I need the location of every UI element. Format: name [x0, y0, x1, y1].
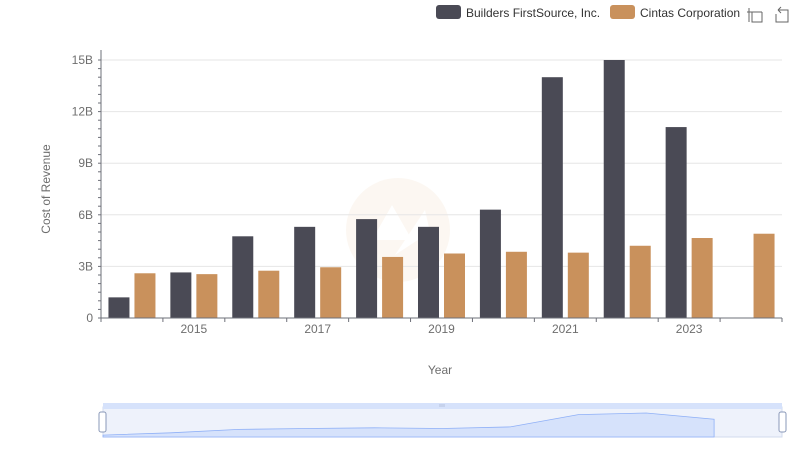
x-tick-label: 2015	[181, 322, 208, 336]
bar-builders-2019[interactable]	[418, 226, 439, 318]
y-tick-label: 12B	[72, 105, 93, 119]
x-tick-label: 2017	[304, 322, 331, 336]
bar-cintas-2023[interactable]	[691, 238, 713, 318]
bar-builders-2015[interactable]	[170, 272, 192, 318]
data-zoom-slider[interactable]	[98, 403, 787, 438]
y-axis-title: Cost of Revenue	[39, 144, 53, 234]
bar-cintas-2014[interactable]	[134, 273, 156, 318]
axes: 0 3B 6B 9B 12B 15B 2015 2017 2019 2021 2023	[72, 50, 783, 336]
legend[interactable]: Builders FirstSource, Inc. Cintas Corpor…	[436, 5, 740, 20]
bar-builders-2021[interactable]	[541, 77, 563, 318]
x-tick-label: 2023	[676, 322, 703, 336]
bar-builders-2018[interactable]	[356, 219, 378, 318]
slider-drag-handle[interactable]	[439, 404, 445, 407]
bar-builders-2022[interactable]	[603, 60, 625, 318]
legend-label-builders[interactable]: Builders FirstSource, Inc.	[466, 6, 600, 20]
bar-builders-2016[interactable]	[232, 236, 254, 318]
bar-builders-2023[interactable]	[665, 127, 687, 318]
slider-overview-area	[102, 412, 715, 438]
bar-cintas-2021[interactable]	[567, 252, 589, 318]
slider-handle-left[interactable]	[98, 411, 107, 433]
bar-cintas-2015[interactable]	[196, 274, 218, 318]
x-tick-label: 2019	[428, 322, 455, 336]
legend-swatch-cintas[interactable]	[610, 5, 635, 19]
zoom-reset-icon[interactable]	[775, 6, 789, 23]
y-tick-label: 0	[86, 311, 93, 325]
bar-builders-2020[interactable]	[479, 209, 501, 318]
legend-swatch-builders[interactable]	[436, 5, 461, 19]
zoom-icon[interactable]	[747, 8, 763, 23]
y-tick-label: 15B	[72, 53, 93, 67]
y-tick-label: 3B	[78, 259, 93, 273]
bar-builders-2014[interactable]	[108, 297, 130, 318]
y-tick-label: 6B	[78, 208, 93, 222]
bar-cintas-2018[interactable]	[382, 256, 404, 318]
x-tick-label: 2021	[552, 322, 579, 336]
legend-label-cintas[interactable]: Cintas Corporation	[640, 6, 740, 20]
bar-cintas-2017[interactable]	[320, 267, 342, 318]
slider-handle-right[interactable]	[778, 411, 787, 433]
bar-builders-2017[interactable]	[294, 226, 316, 318]
bar-cintas-2019[interactable]	[444, 253, 465, 319]
y-tick-label: 9B	[78, 156, 93, 170]
bar-cintas-2024[interactable]	[753, 233, 775, 318]
bars	[108, 60, 775, 319]
x-axis-title: Year	[428, 363, 452, 377]
bar-cintas-2020[interactable]	[505, 251, 527, 318]
bar-cintas-2022[interactable]	[629, 245, 651, 318]
bar-cintas-2016[interactable]	[258, 270, 280, 318]
